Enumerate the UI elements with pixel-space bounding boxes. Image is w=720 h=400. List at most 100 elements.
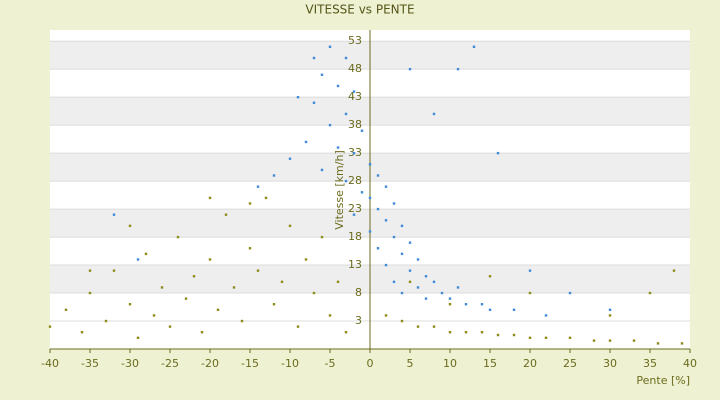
point [648, 291, 652, 295]
point [456, 67, 460, 71]
point [408, 269, 412, 272]
y-axis-label: Vitesse [km/h] [333, 150, 346, 230]
point [344, 179, 348, 183]
point [328, 123, 332, 127]
point [440, 291, 444, 295]
point [424, 275, 428, 278]
point [608, 314, 612, 317]
point [296, 95, 300, 99]
point [264, 196, 268, 200]
point [528, 269, 532, 272]
point [392, 202, 396, 205]
point [568, 291, 572, 295]
point [448, 331, 452, 334]
point [240, 319, 244, 323]
y-tick-label: 8 [355, 286, 362, 299]
point [224, 213, 228, 216]
point [248, 247, 252, 250]
point [352, 90, 356, 93]
point [568, 336, 572, 340]
point [512, 308, 516, 312]
point [304, 140, 308, 144]
point [408, 280, 412, 284]
point [400, 291, 404, 295]
point [512, 333, 516, 337]
point [80, 331, 84, 334]
point [128, 224, 132, 228]
point [328, 45, 332, 48]
point [256, 185, 260, 188]
point [344, 112, 348, 116]
point [104, 319, 108, 323]
point [272, 174, 276, 177]
point [288, 157, 292, 160]
x-tick-label: -25 [161, 357, 179, 370]
point [464, 303, 468, 306]
point [320, 73, 324, 76]
point [368, 196, 372, 200]
point [272, 303, 276, 306]
point [232, 286, 236, 289]
y-tick-label: 23 [348, 202, 362, 215]
point [432, 112, 436, 116]
point [432, 325, 436, 328]
point [352, 151, 356, 155]
point [368, 230, 372, 233]
point [136, 258, 140, 261]
point [152, 314, 156, 317]
point [128, 303, 132, 306]
point [312, 291, 316, 295]
point [528, 291, 532, 295]
x-tick-label: -5 [325, 357, 336, 370]
x-tick-label: -15 [241, 357, 259, 370]
point [592, 339, 596, 342]
x-tick-label: 25 [563, 357, 577, 370]
point [368, 163, 372, 166]
point [336, 146, 340, 149]
point [464, 331, 468, 334]
point [384, 219, 388, 222]
point [208, 196, 212, 200]
point [376, 207, 380, 211]
point [312, 56, 316, 60]
point [400, 319, 404, 323]
point [544, 314, 548, 317]
x-tick-label: -30 [121, 357, 139, 370]
point [384, 263, 388, 267]
point [360, 129, 364, 132]
y-tick-label: 3 [355, 314, 362, 327]
point [160, 286, 164, 289]
point [528, 336, 532, 340]
point [408, 241, 412, 244]
point [672, 269, 676, 272]
point [488, 308, 492, 312]
point [384, 185, 388, 188]
point [408, 67, 412, 71]
point [112, 213, 116, 216]
point [320, 168, 324, 172]
point [480, 303, 484, 306]
x-tick-label: 5 [407, 357, 414, 370]
point [376, 174, 380, 177]
point [416, 286, 420, 289]
point [416, 258, 420, 261]
point [248, 202, 252, 205]
x-tick-label: -35 [81, 357, 99, 370]
point [632, 339, 636, 342]
point [360, 191, 364, 194]
y-tick-label: 18 [348, 230, 362, 243]
point [176, 235, 180, 239]
point [112, 269, 116, 272]
x-axis-label: Pente [%] [636, 374, 690, 387]
point [448, 303, 452, 306]
point [168, 325, 172, 328]
point [256, 269, 260, 272]
point [456, 286, 460, 289]
point [448, 297, 452, 300]
point [496, 151, 500, 155]
x-tick-label: -10 [281, 357, 299, 370]
y-tick-label: 38 [348, 118, 362, 131]
point [384, 314, 388, 317]
x-tick-label: 15 [483, 357, 497, 370]
